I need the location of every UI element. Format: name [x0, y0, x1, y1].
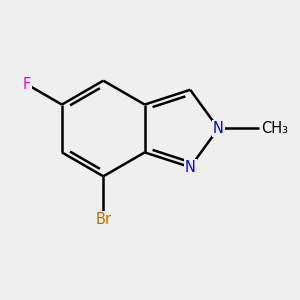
Text: Br: Br — [95, 212, 111, 227]
Text: N: N — [213, 121, 224, 136]
Text: F: F — [22, 77, 31, 92]
Text: CH₃: CH₃ — [261, 121, 288, 136]
Text: N: N — [185, 160, 196, 175]
